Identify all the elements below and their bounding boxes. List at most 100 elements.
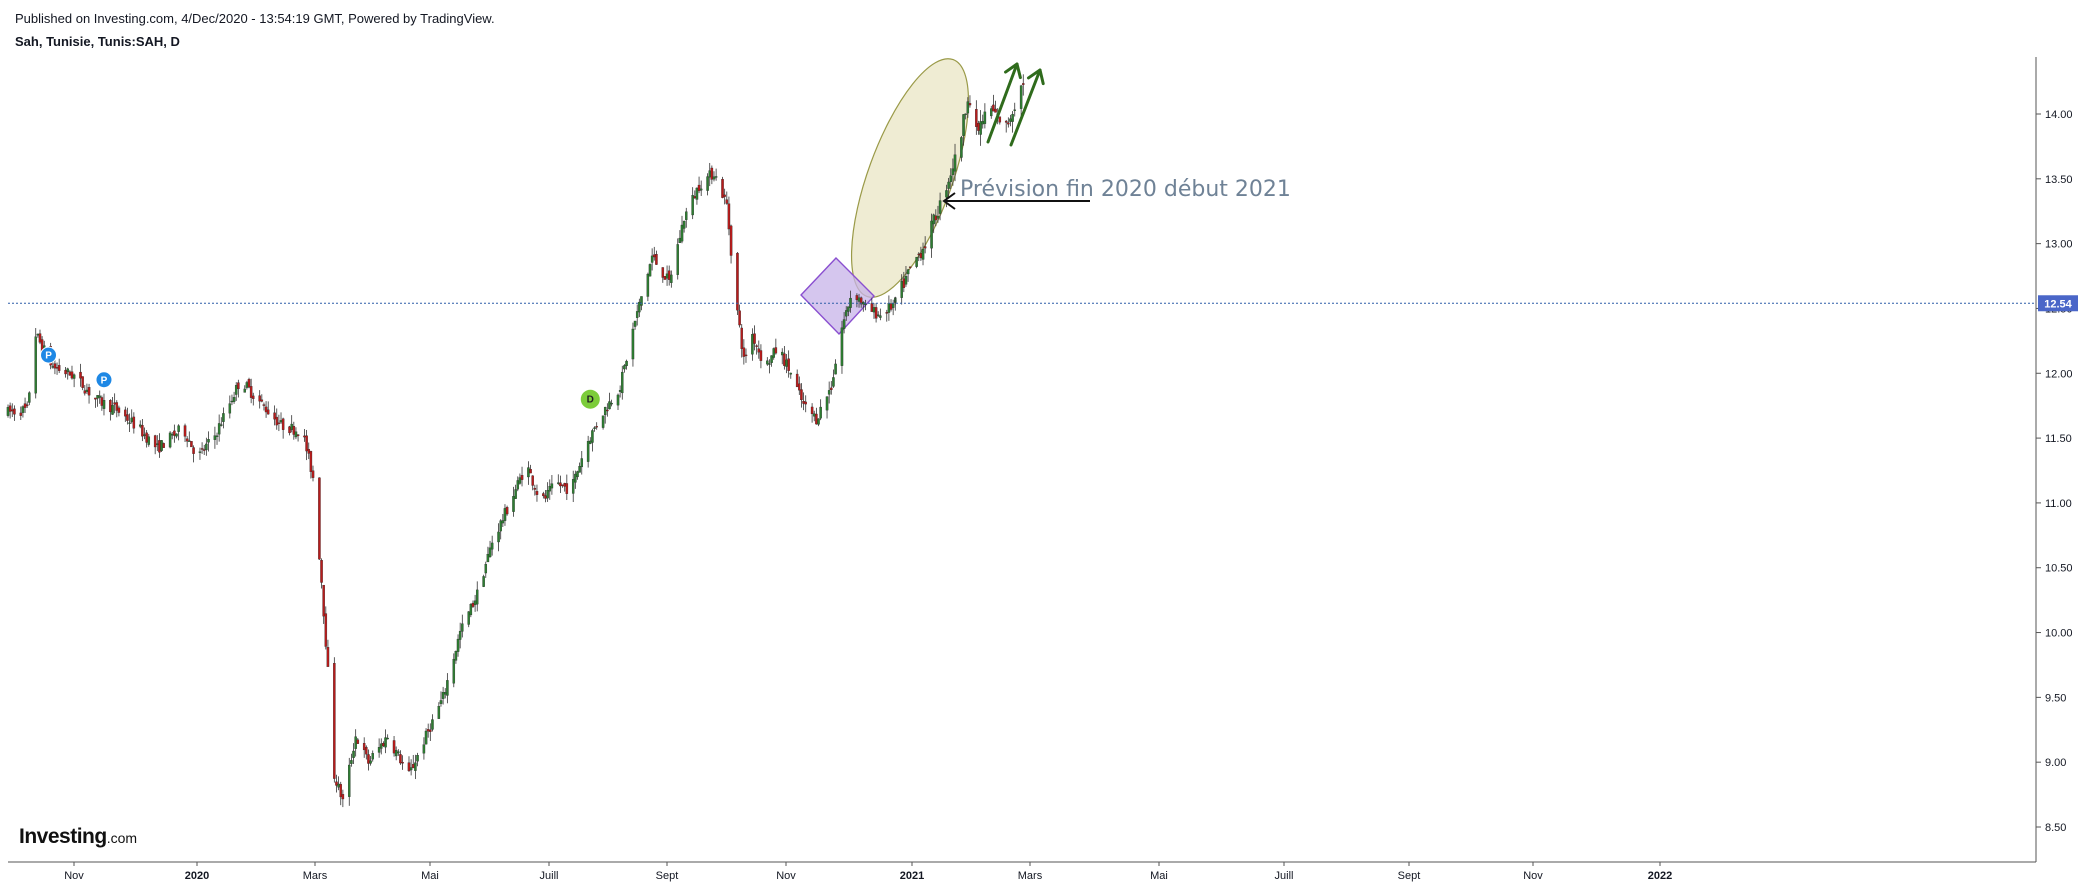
candle-body [243,388,247,393]
forecast-candle-body [938,200,942,214]
candle-body [111,405,114,415]
candle-body [759,350,763,361]
candle-body [318,477,321,560]
y-tick-label: 9.00 [2045,757,2066,769]
candle-body [401,762,404,764]
candle-body [311,470,315,478]
forecast-candle-body [975,109,978,127]
forecast-candle-body [992,104,995,112]
candle-body [795,373,799,388]
candle-body [610,402,613,405]
symbol-title: Sah, Tunisie, Tunis:SAH, D [15,34,180,49]
y-axis[interactable]: 8.50 9.00 9.50 10.00 10.50 11.00 11.50 12.00 12.… [2036,109,2073,834]
x-axis[interactable]: Nov 2020 Mars Mai Juill Sept Nov 2021 Mars Mai Jui… [64,862,1672,882]
candle-body [160,440,163,451]
candle-body [258,395,261,402]
candle-body [789,372,793,375]
candle-body [249,386,253,398]
candle-body [501,520,505,524]
forecast-candle-body [962,114,965,136]
x-tick-label: Juill [1275,870,1294,882]
candle-body [527,467,530,478]
candle-body [665,273,669,279]
investing-logo[interactable]: Investing.com [19,825,137,849]
candle-body [277,422,281,424]
forecast-candle-body [994,108,997,113]
candle-body [173,430,176,436]
candle-body [431,719,434,730]
candle-body [341,794,345,800]
candle-body [25,404,29,406]
marker-label: P [101,375,108,386]
candle-body [712,176,716,180]
candle-body [143,434,146,436]
candle-body [102,400,106,409]
candle-body [79,371,82,379]
split-marker[interactable] [40,346,58,364]
candle-body [729,225,733,256]
candle-body [458,630,462,640]
candle-body [384,737,387,748]
candle-body [426,729,430,732]
candle-body [800,389,803,401]
candle-body [787,358,790,371]
candle-body [320,560,323,583]
forecast-candle-body [930,220,933,249]
candle-body [217,423,221,435]
candle-body [653,254,656,258]
y-tick-label: 9.50 [2045,692,2066,704]
candle-body [695,187,699,200]
dividend-marker[interactable] [579,388,601,410]
forecast-candle-body [900,280,903,298]
candle-body [785,359,788,367]
forecast-candle-body [1013,109,1016,111]
forecast-candle-body [932,214,935,225]
candle-body [200,448,204,450]
candle-body [100,397,104,406]
candle-body [751,334,754,355]
candle-body [857,297,861,302]
candle-body [245,382,249,388]
candle-body [693,196,697,199]
candle-body [879,315,882,318]
candle-body [153,435,157,448]
candle-body [305,435,308,452]
annotation-group: Prévision fin 2020 début 2021 [942,177,1291,210]
candle-body [648,264,652,277]
candle-body [454,651,458,661]
candle-body [369,760,372,764]
candle-body [565,483,569,494]
forecast-candle-body [902,278,906,288]
candle-body [333,663,336,779]
forecast-candle-body [949,175,952,183]
forecast-candle-body [908,266,912,268]
candle-body [844,310,848,317]
candle-body [72,374,76,379]
last-price-label: 12.54 [2044,298,2072,310]
candle-body [96,395,99,399]
candle-body [348,764,351,797]
candle-body [185,438,189,442]
axes-group [8,57,2037,863]
logo-suffix: .com [106,830,138,846]
candle-body [740,327,743,349]
candle-body [505,507,509,515]
candle-body [382,743,385,747]
candle-body [307,449,310,454]
x-tick-label: Mai [1150,870,1168,882]
candle-body [757,348,761,353]
event-markers-group[interactable]: P P D [40,346,601,410]
forecast-candle-body [904,276,908,285]
candle-body [326,647,330,667]
candle-body [842,319,846,329]
candle-body [228,403,232,414]
forecast-candle-body [945,190,948,198]
candle-body [352,750,355,758]
candle-body [499,520,502,532]
consolidation-diamond-group [800,256,875,336]
candle-body [591,430,594,443]
candle-body [859,297,863,305]
split-marker[interactable] [95,371,113,389]
candle-body [667,270,671,280]
